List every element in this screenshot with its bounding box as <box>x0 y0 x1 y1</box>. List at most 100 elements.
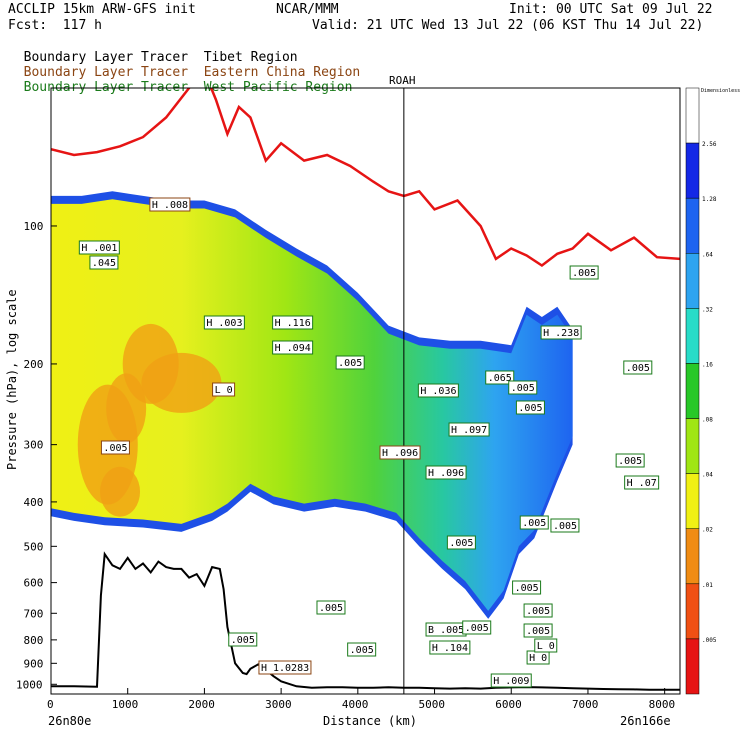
contour-label-box <box>425 465 467 480</box>
contour-label: H .036 <box>420 386 456 397</box>
contour-label-box <box>485 370 515 385</box>
tracer-shading <box>51 199 573 611</box>
contour-label-box <box>335 355 365 370</box>
colorbar-tick-label: .08 <box>702 417 713 424</box>
contour-label-box <box>550 518 580 533</box>
contour-label: L 0 <box>537 641 555 652</box>
y-tick-label: 200 <box>24 358 44 371</box>
contour-label: .005 <box>626 363 650 374</box>
legend-tibet: Boundary Layer Tracer Tibet Region <box>8 35 298 65</box>
contour-label-box <box>623 360 653 375</box>
contour-label: .005 <box>449 538 473 549</box>
x-tick-label: 5000 <box>419 698 446 711</box>
contour-label: .005 <box>526 606 550 617</box>
contour-label-box <box>448 422 490 437</box>
contour-label-box <box>429 640 471 655</box>
x-tick-label: 7000 <box>572 698 599 711</box>
contour-label-box <box>540 325 582 340</box>
contour-label: B .005 <box>428 625 464 636</box>
contour-label-box <box>212 382 236 397</box>
contour-label-box <box>272 315 314 330</box>
y-tick-label: 500 <box>24 540 44 553</box>
x-tick-label: 1000 <box>112 698 138 711</box>
contour-label-box <box>258 660 312 675</box>
contour-label-box <box>379 445 421 460</box>
contour-label: .005 <box>515 583 539 594</box>
colorbar-tick-label: 2.56 <box>702 141 717 148</box>
colorbar-tick-label: .02 <box>702 527 713 534</box>
y-tick-label: 900 <box>24 657 44 670</box>
colorbar-swatch <box>685 253 700 309</box>
forecast-hour: Fcst: 117 h <box>8 18 102 33</box>
contour-label: .045 <box>92 258 116 269</box>
contour-label: H .104 <box>432 643 468 654</box>
legend-tibet-label: Boundary Layer Tracer <box>23 50 189 65</box>
contour-label-box <box>203 315 245 330</box>
contour-label: .005 <box>518 403 542 414</box>
colorbar-swatch <box>685 418 700 474</box>
contour-label: H .009 <box>493 676 529 687</box>
y-tick-label: 400 <box>24 496 44 509</box>
colorbar-swatch <box>685 197 700 254</box>
colorbar-swatch <box>685 363 700 419</box>
contour-label-box <box>462 620 492 635</box>
x-tick-label: 8000 <box>649 698 676 711</box>
contour-label: H .07 <box>627 478 657 489</box>
colorbar-swatch <box>685 87 700 144</box>
x-start-label: 26n80e <box>48 714 91 728</box>
legend-tibet-region: Tibet Region <box>203 50 298 65</box>
contour-label-box <box>512 580 542 595</box>
legend-eastern-china-region: Eastern China Region <box>203 65 361 80</box>
legend-eastern-china: Boundary Layer Tracer Eastern China Regi… <box>8 50 361 80</box>
org-label: NCAR/MMM <box>276 2 339 17</box>
contour-label: H .096 <box>382 448 418 459</box>
contour-label: .005 <box>231 635 255 646</box>
contour-label: L 0 <box>215 385 233 396</box>
colorbar-title: Dimensionless <box>701 88 740 94</box>
y-tick-label: 1000 <box>16 678 43 691</box>
contour-label-box <box>519 515 549 530</box>
colorbar-tick-label: .005 <box>702 637 717 644</box>
y-tick-label: 600 <box>24 577 44 590</box>
model-title: ACCLIP 15km ARW-GFS init <box>8 2 196 17</box>
contour-label: H 0 <box>529 653 547 664</box>
contour-label: .005 <box>526 626 550 637</box>
contour-label: H .094 <box>275 343 311 354</box>
contour-label-box <box>89 255 119 270</box>
contour-label-box <box>508 380 538 395</box>
contour-label: .005 <box>338 358 362 369</box>
contour-label-box <box>78 240 120 255</box>
contour-label: .005 <box>522 518 546 529</box>
terrain-mask <box>51 554 680 694</box>
contour-label: H 1.0283 <box>261 663 309 674</box>
contour-label: H .097 <box>451 425 487 436</box>
colorbar-swatch <box>685 142 700 199</box>
x-axis-label: Distance (km) <box>323 714 417 728</box>
high-tracer-blob <box>100 466 141 517</box>
contour-label: .005 <box>618 456 642 467</box>
contour-label-box <box>446 535 476 550</box>
x-end-label: 26n166e <box>620 714 671 728</box>
y-tick-label: 800 <box>24 634 44 647</box>
contour-label: .005 <box>465 623 489 634</box>
contour-label: H .003 <box>206 318 242 329</box>
contour-label-box <box>523 603 553 618</box>
tropopause-line <box>51 88 680 268</box>
colorbar-swatch <box>685 638 700 695</box>
station-label: ROAH <box>389 74 416 87</box>
contour-label: .005 <box>511 383 535 394</box>
y-axis-label: Pressure (hPa), log scale <box>5 289 19 470</box>
y-tick-label: 100 <box>24 220 44 233</box>
plot-frame <box>50 87 681 695</box>
contour-label: .005 <box>350 645 374 656</box>
legend-eastern-china-label: Boundary Layer Tracer <box>23 65 189 80</box>
contour-label: .065 <box>488 373 512 384</box>
contour-label-box <box>523 623 553 638</box>
contour-label-box <box>534 638 558 653</box>
colorbar-tick-label: 1.28 <box>702 196 717 203</box>
x-tick-label: 2000 <box>188 698 215 711</box>
contour-label-box <box>272 340 314 355</box>
contour-label-box <box>569 265 599 280</box>
contour-label: H .008 <box>152 200 188 211</box>
valid-time: Valid: 21 UTC Wed 13 Jul 22 (06 KST Thu … <box>312 18 704 33</box>
